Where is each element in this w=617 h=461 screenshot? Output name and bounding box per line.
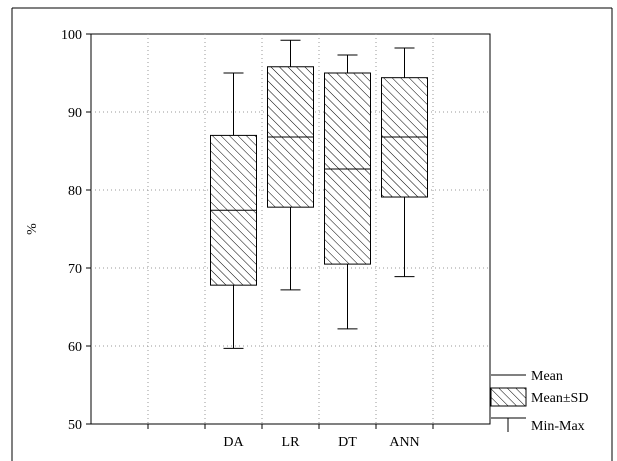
sd-boxes xyxy=(210,66,428,286)
whiskers xyxy=(223,39,415,349)
legend-sd-symbol xyxy=(490,387,527,407)
y-tick-label: 60 xyxy=(68,340,82,355)
y-tick-label: 90 xyxy=(68,106,82,121)
legend-range-label: Min-Max xyxy=(531,419,585,434)
y-tick-label: 100 xyxy=(61,28,82,43)
legend-sd-label: Mean±SD xyxy=(531,391,588,406)
y-tick-label: 50 xyxy=(68,418,82,433)
x-tick-label-da: DA xyxy=(223,435,244,450)
axis-labels: 50 60 70 80 90 100 DA LR DT ANN xyxy=(61,28,420,450)
y-tick-label: 70 xyxy=(68,262,82,277)
x-tick-label-dt: DT xyxy=(338,435,357,450)
legend: Mean Mean±SD Min-Max xyxy=(490,369,588,434)
y-tick-label: 80 xyxy=(68,184,82,199)
x-tick-label-lr: LR xyxy=(282,435,301,450)
legend-range-symbol xyxy=(491,417,526,432)
legend-mean-label: Mean xyxy=(531,369,563,384)
axis-ticks xyxy=(86,33,434,429)
x-tick-label-ann: ANN xyxy=(389,435,419,450)
y-axis-label: % xyxy=(25,223,40,235)
